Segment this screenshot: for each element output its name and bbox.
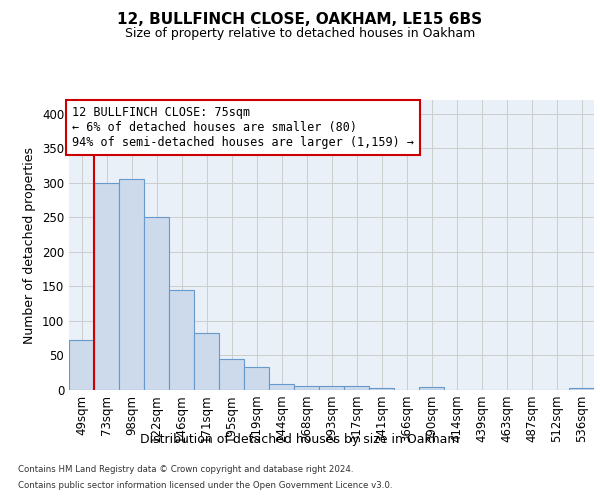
Bar <box>369 388 394 390</box>
Bar <box>569 388 594 390</box>
Text: Distribution of detached houses by size in Oakham: Distribution of detached houses by size … <box>140 432 460 446</box>
Text: Contains HM Land Registry data © Crown copyright and database right 2024.: Contains HM Land Registry data © Crown c… <box>18 466 353 474</box>
Bar <box>244 367 269 390</box>
Text: Contains public sector information licensed under the Open Government Licence v3: Contains public sector information licen… <box>18 480 392 490</box>
Text: 12, BULLFINCH CLOSE, OAKHAM, LE15 6BS: 12, BULLFINCH CLOSE, OAKHAM, LE15 6BS <box>118 12 482 28</box>
Bar <box>344 386 369 390</box>
Bar <box>319 386 344 390</box>
Bar <box>119 180 144 390</box>
Bar <box>419 387 444 390</box>
Bar <box>69 340 94 390</box>
Bar <box>294 386 319 390</box>
Text: Size of property relative to detached houses in Oakham: Size of property relative to detached ho… <box>125 28 475 40</box>
Bar <box>169 290 194 390</box>
Bar <box>219 359 244 390</box>
Bar <box>94 183 119 390</box>
Bar <box>144 218 169 390</box>
Bar <box>194 332 219 390</box>
Bar <box>269 384 294 390</box>
Y-axis label: Number of detached properties: Number of detached properties <box>23 146 37 344</box>
Text: 12 BULLFINCH CLOSE: 75sqm
← 6% of detached houses are smaller (80)
94% of semi-d: 12 BULLFINCH CLOSE: 75sqm ← 6% of detach… <box>71 106 413 149</box>
